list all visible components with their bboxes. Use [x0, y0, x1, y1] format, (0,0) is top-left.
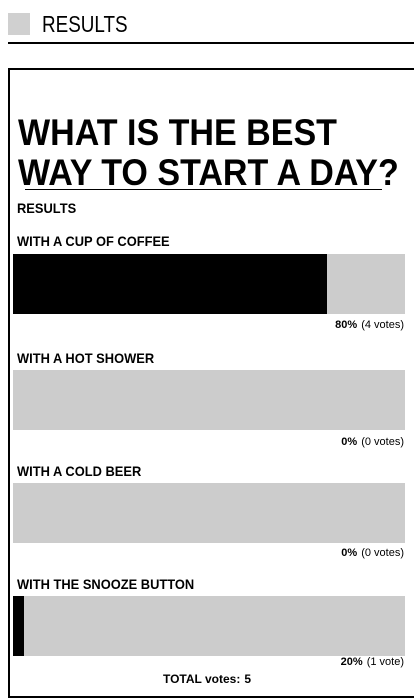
- section-title: RESULTS: [42, 11, 128, 37]
- option-votes: (0 votes): [361, 547, 404, 559]
- result-bar: [13, 370, 405, 430]
- option-percent: 80%: [335, 319, 358, 331]
- option-stats: 80% (4 votes): [335, 319, 404, 331]
- total-votes: TOTAL votes: 5: [0, 672, 414, 686]
- total-votes-label: TOTAL votes:: [162, 672, 241, 686]
- section-marker-icon: [8, 13, 30, 35]
- section-header: RESULTS: [0, 0, 414, 45]
- question-divider: [25, 189, 382, 190]
- result-bar-fill: [13, 254, 327, 314]
- poll-question-line-2: WAY TO START A DAY?: [18, 152, 399, 193]
- results-label: RESULTS: [17, 200, 77, 216]
- poll-question: WHAT IS THE BEST WAY TO START A DAY?: [18, 112, 399, 193]
- option-percent: 20%: [340, 656, 363, 668]
- option-percent: 0%: [341, 547, 358, 559]
- option-label: WITH A CUP OF COFFEE: [17, 233, 170, 249]
- option-votes: (1 vote): [366, 656, 404, 668]
- option-votes: (0 votes): [361, 436, 404, 448]
- result-bar-fill: [13, 596, 24, 656]
- poll-card: [8, 68, 414, 698]
- option-label: WITH A HOT SHOWER: [17, 350, 155, 366]
- option-votes: (4 votes): [361, 319, 404, 331]
- option-label: WITH THE SNOOZE BUTTON: [17, 576, 195, 592]
- option-stats: 0% (0 votes): [341, 547, 404, 559]
- option-label: WITH A COLD BEER: [17, 463, 142, 479]
- section-divider: [8, 42, 414, 44]
- total-votes-value: 5: [244, 672, 252, 686]
- option-stats: 20% (1 vote): [341, 656, 404, 668]
- result-bar: [13, 596, 405, 656]
- result-bar: [13, 483, 405, 543]
- option-stats: 0% (0 votes): [341, 436, 404, 448]
- option-percent: 0%: [341, 436, 358, 448]
- result-bar: [13, 254, 405, 314]
- poll-question-line-1: WHAT IS THE BEST: [18, 112, 337, 153]
